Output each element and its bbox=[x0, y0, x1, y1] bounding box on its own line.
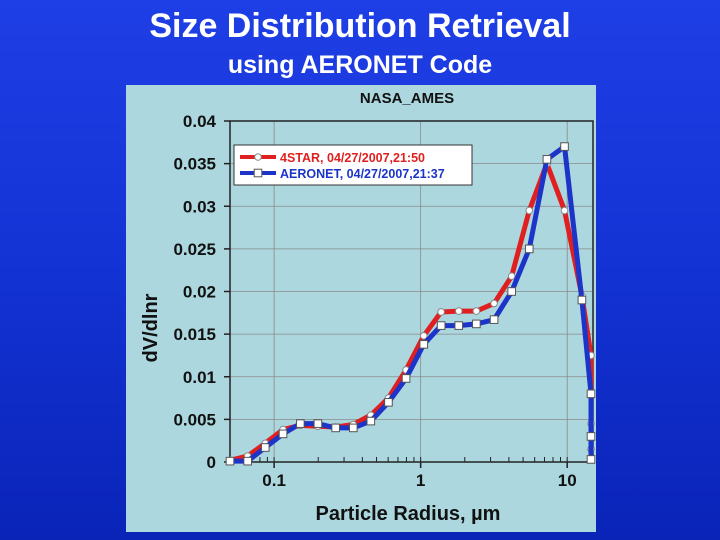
y-tick-label: 0.02 bbox=[183, 283, 216, 302]
y-tick-label: 0.005 bbox=[173, 410, 216, 429]
y-tick-label: 0 bbox=[207, 453, 216, 472]
y-tick-label: 0.04 bbox=[183, 112, 217, 131]
data-point-aeronet bbox=[472, 319, 481, 329]
y-tick-label: 0.015 bbox=[173, 325, 216, 344]
legend: 4STAR, 04/27/2007,21:50 AERONET, 04/27/20… bbox=[233, 144, 473, 186]
data-point-aeronet bbox=[331, 423, 340, 433]
data-point-4star bbox=[437, 308, 445, 316]
x-tick-label: 10 bbox=[558, 471, 577, 490]
data-point-4star bbox=[525, 206, 534, 215]
data-point-aeronet bbox=[296, 419, 305, 428]
x-axis: 0.1 1 10 bbox=[229, 457, 577, 490]
legend-box bbox=[233, 144, 473, 186]
data-point-aeronet bbox=[507, 287, 516, 296]
legend-marker bbox=[254, 153, 262, 161]
data-point-aeronet bbox=[586, 389, 596, 399]
data-point-aeronet bbox=[577, 295, 587, 305]
chart-title: NASA_AMES bbox=[360, 90, 454, 107]
slide-subtitle: using AERONET Code bbox=[227, 51, 493, 79]
data-point-aeronet bbox=[489, 315, 499, 324]
data-point-aeronet bbox=[436, 321, 446, 330]
data-point-aeronet bbox=[560, 142, 569, 151]
data-point-aeronet bbox=[454, 321, 464, 330]
y-tick-label: 0.03 bbox=[183, 197, 216, 216]
data-point-aeronet bbox=[586, 432, 596, 441]
legend-label: AERONET, 04/27/2007,21:37 bbox=[280, 167, 445, 181]
data-point-aeronet bbox=[524, 244, 534, 254]
series-layer bbox=[225, 142, 596, 466]
y-axis: 0 0.005 0.01 0.015 0.02 0.025 0.03 0.035 0.04 bbox=[173, 112, 230, 472]
data-point-4star bbox=[490, 299, 498, 308]
y-tick-label: 0.01 bbox=[183, 368, 216, 387]
data-point-aeronet bbox=[348, 423, 358, 433]
data-point-aeronet bbox=[225, 456, 235, 466]
x-axis-label: Particle Radius, µm bbox=[316, 503, 501, 525]
x-tick-label: 1 bbox=[416, 471, 425, 490]
data-point-aeronet bbox=[260, 443, 270, 452]
slide-title: Size Distribution Retrieval bbox=[149, 7, 571, 45]
data-point-aeronet bbox=[278, 429, 288, 439]
y-axis-label: dV/dlnr bbox=[140, 293, 162, 362]
legend-label: 4STAR, 04/27/2007,21:50 bbox=[280, 151, 425, 165]
y-tick-label: 0.025 bbox=[173, 240, 216, 259]
data-point-aeronet bbox=[384, 398, 393, 407]
data-point-aeronet bbox=[401, 374, 411, 383]
x-tick-label: 0.1 bbox=[262, 471, 286, 490]
data-point-aeronet bbox=[542, 155, 552, 164]
data-point-4star bbox=[419, 332, 428, 340]
data-point-aeronet bbox=[243, 456, 252, 466]
data-point-aeronet bbox=[313, 419, 323, 428]
y-tick-label: 0.035 bbox=[173, 155, 216, 174]
data-point-aeronet bbox=[366, 416, 376, 426]
data-point-4star bbox=[560, 206, 569, 215]
legend-marker bbox=[253, 168, 263, 178]
data-point-aeronet bbox=[419, 340, 429, 349]
data-point-aeronet bbox=[586, 455, 596, 464]
data-point-4star bbox=[454, 307, 463, 315]
data-point-4star bbox=[472, 307, 481, 315]
data-point-4star bbox=[507, 272, 516, 280]
